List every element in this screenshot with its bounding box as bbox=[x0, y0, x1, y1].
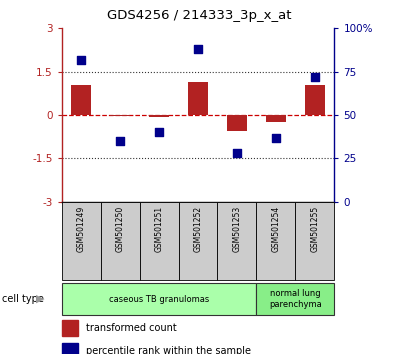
Point bbox=[156, 130, 162, 135]
Point bbox=[234, 150, 240, 156]
Point bbox=[195, 46, 201, 52]
Bar bbox=[179, 202, 217, 280]
Bar bbox=[217, 202, 256, 280]
Bar bbox=[256, 202, 295, 280]
Bar bbox=[227, 115, 247, 131]
Bar bbox=[62, 202, 101, 280]
Text: normal lung
parenchyma: normal lung parenchyma bbox=[269, 290, 322, 309]
Bar bbox=[110, 115, 130, 116]
Text: GSM501253: GSM501253 bbox=[232, 206, 242, 252]
Text: GSM501251: GSM501251 bbox=[154, 206, 164, 252]
Point bbox=[117, 138, 123, 144]
Bar bbox=[256, 283, 334, 315]
Text: percentile rank within the sample: percentile rank within the sample bbox=[86, 346, 251, 354]
Bar bbox=[295, 202, 334, 280]
Point bbox=[312, 74, 318, 80]
Bar bbox=[101, 202, 140, 280]
Bar bbox=[62, 283, 256, 315]
Bar bbox=[140, 202, 179, 280]
Text: GDS4256 / 214333_3p_x_at: GDS4256 / 214333_3p_x_at bbox=[107, 9, 291, 22]
Bar bbox=[62, 320, 78, 336]
Text: GSM501255: GSM501255 bbox=[310, 206, 319, 252]
Text: cell type: cell type bbox=[2, 294, 44, 304]
Point bbox=[273, 135, 279, 141]
Text: transformed count: transformed count bbox=[86, 323, 176, 333]
Bar bbox=[62, 343, 78, 354]
Bar bbox=[266, 115, 286, 122]
Text: caseous TB granulomas: caseous TB granulomas bbox=[109, 295, 209, 304]
Bar bbox=[71, 85, 91, 115]
Text: GSM501252: GSM501252 bbox=[193, 206, 203, 252]
Bar bbox=[188, 82, 208, 115]
Text: GSM501250: GSM501250 bbox=[115, 206, 125, 252]
Text: ▶: ▶ bbox=[35, 294, 44, 304]
Text: GSM501249: GSM501249 bbox=[77, 206, 86, 252]
Bar bbox=[149, 115, 169, 118]
Point bbox=[78, 57, 84, 62]
Bar bbox=[305, 85, 325, 115]
Text: GSM501254: GSM501254 bbox=[271, 206, 281, 252]
